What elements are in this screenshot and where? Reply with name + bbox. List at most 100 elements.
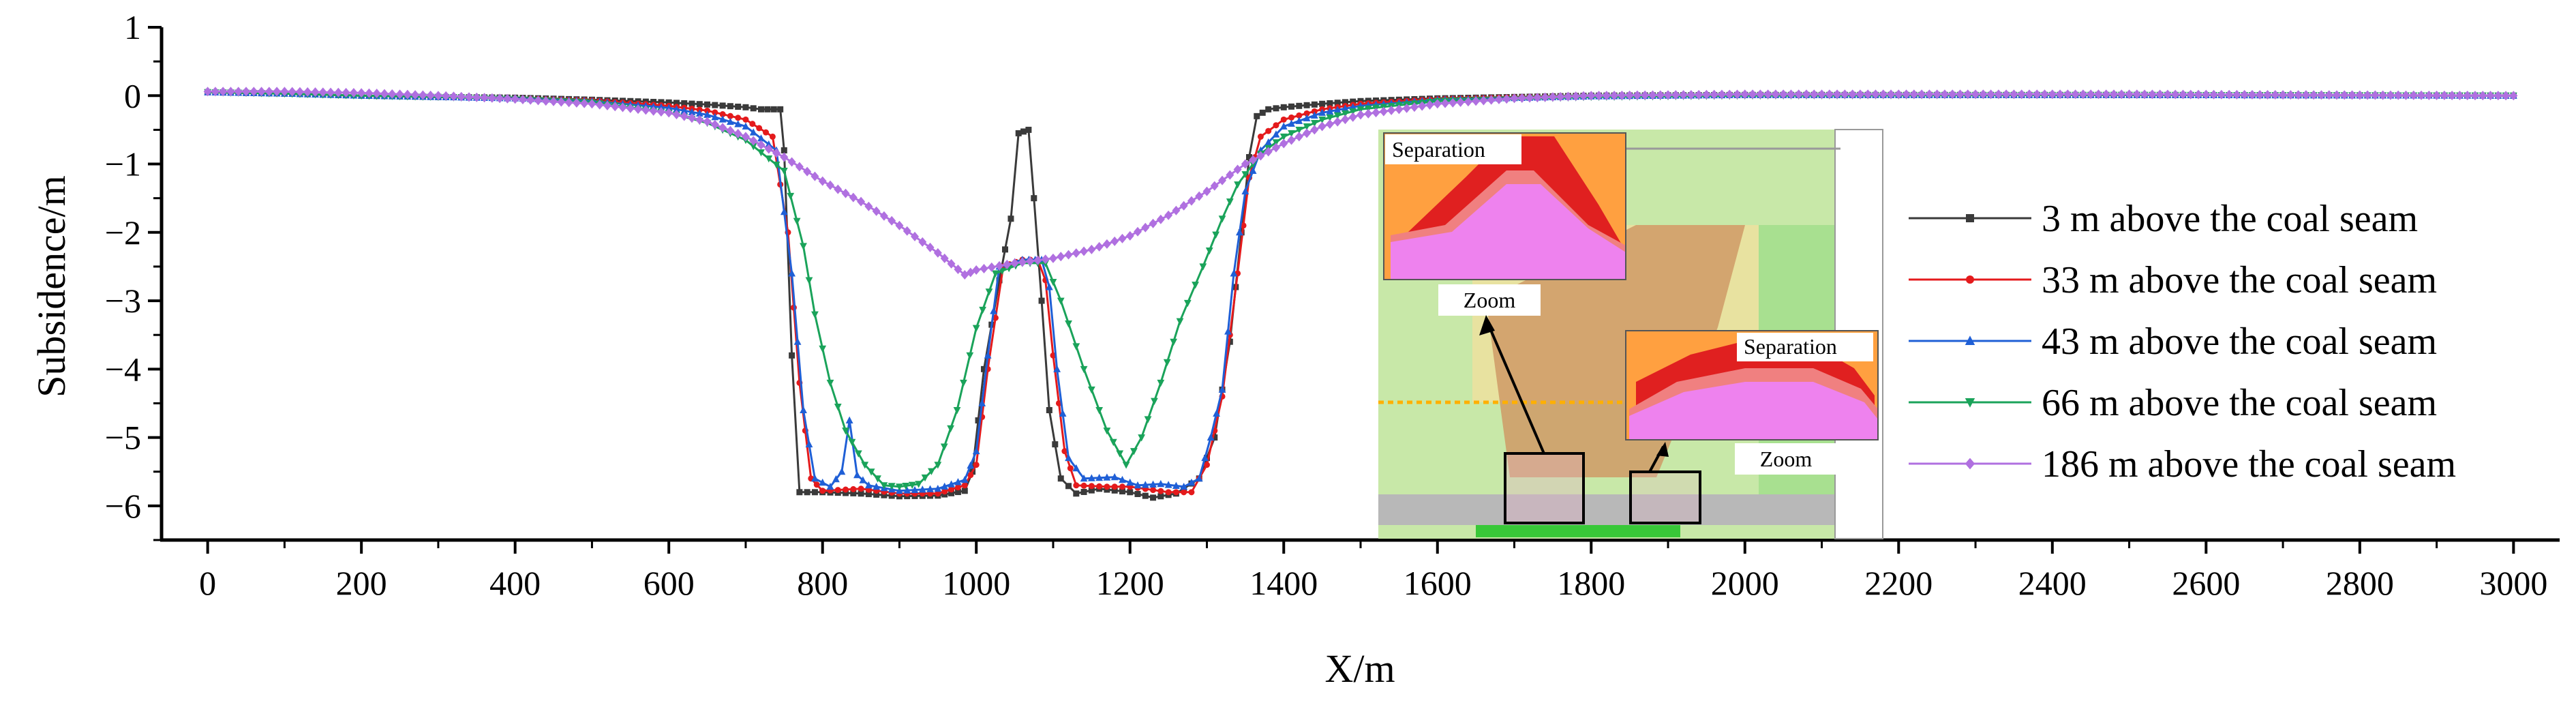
data-point bbox=[1994, 89, 2003, 100]
data-point bbox=[2263, 89, 2272, 100]
data-point bbox=[1271, 143, 1280, 153]
y-tick-label: 1 bbox=[124, 8, 141, 46]
data-point bbox=[1015, 130, 1022, 136]
data-point bbox=[998, 267, 1006, 275]
data-point bbox=[2217, 89, 2226, 100]
data-point bbox=[1045, 283, 1053, 290]
data-point bbox=[818, 176, 827, 186]
data-point bbox=[1933, 89, 1941, 100]
data-point bbox=[1303, 114, 1311, 121]
data-point bbox=[750, 105, 757, 112]
data-point bbox=[1971, 89, 1980, 100]
legend-item: 43 m above the coal seam bbox=[1909, 320, 2437, 363]
y-ticks: 1 0 −1 −2 −3 −4 −5 −6 bbox=[105, 8, 162, 541]
data-point bbox=[780, 168, 788, 175]
data-point bbox=[2333, 90, 2342, 100]
data-point bbox=[2125, 89, 2134, 100]
data-point bbox=[2155, 89, 2164, 100]
data-point bbox=[2324, 90, 2333, 100]
data-point bbox=[680, 106, 688, 114]
data-point bbox=[733, 129, 742, 139]
data-point bbox=[2186, 89, 2195, 100]
data-point bbox=[1257, 133, 1264, 140]
data-point bbox=[978, 399, 986, 406]
data-point bbox=[1230, 269, 1238, 277]
data-point bbox=[850, 490, 857, 496]
data-point bbox=[1342, 104, 1349, 112]
zoom-label-2-box bbox=[1735, 443, 1837, 475]
data-point bbox=[843, 486, 849, 493]
data-point bbox=[665, 104, 673, 111]
data-point bbox=[1207, 433, 1215, 441]
data-point bbox=[954, 478, 962, 485]
data-point bbox=[1073, 482, 1080, 489]
data-point bbox=[1425, 100, 1434, 110]
data-point bbox=[1395, 104, 1404, 115]
x-tick-label: 1400 bbox=[1249, 564, 1318, 602]
data-point bbox=[1205, 248, 1213, 255]
data-point bbox=[813, 481, 820, 488]
data-point bbox=[1641, 90, 1650, 100]
data-point bbox=[1233, 164, 1242, 175]
data-point bbox=[1118, 233, 1127, 243]
data-point bbox=[634, 104, 643, 115]
data-point bbox=[1311, 108, 1318, 115]
x-axis-title: X/m bbox=[1324, 646, 1395, 691]
data-point bbox=[1510, 93, 1519, 104]
data-point bbox=[819, 488, 826, 494]
data-point bbox=[873, 491, 880, 498]
data-point bbox=[1163, 359, 1171, 367]
data-point bbox=[1033, 255, 1042, 265]
data-point bbox=[2202, 89, 2211, 100]
inset-coal-band bbox=[1476, 525, 1680, 537]
data-point bbox=[1087, 386, 1095, 394]
data-point bbox=[1303, 110, 1310, 117]
data-point bbox=[1157, 479, 1165, 488]
zoom-arrow-2-head bbox=[1656, 442, 1669, 457]
data-point bbox=[1065, 483, 1072, 490]
legend-item: 3 m above the coal seam bbox=[1909, 198, 2418, 240]
data-point bbox=[1848, 89, 1857, 100]
data-point bbox=[1610, 90, 1619, 100]
data-point bbox=[793, 338, 802, 345]
data-point bbox=[2409, 90, 2418, 100]
data-point bbox=[1840, 89, 1849, 100]
data-point bbox=[758, 106, 764, 113]
data-point bbox=[1333, 106, 1342, 113]
data-point bbox=[1702, 89, 1711, 100]
data-point bbox=[757, 134, 765, 142]
data-point bbox=[1157, 493, 1164, 500]
data-point bbox=[1264, 138, 1273, 146]
data-point bbox=[1656, 90, 1665, 100]
data-point bbox=[1502, 94, 1511, 104]
data-point bbox=[1195, 191, 1204, 201]
data-point bbox=[749, 143, 757, 151]
data-point bbox=[788, 269, 796, 277]
data-point bbox=[769, 133, 776, 140]
legend-item: 186 m above the coal seam bbox=[1909, 443, 2456, 485]
data-point bbox=[1548, 92, 1557, 102]
data-point bbox=[948, 480, 955, 488]
x-tick-label: 2600 bbox=[2172, 564, 2240, 602]
data-point bbox=[1072, 464, 1080, 472]
data-point bbox=[211, 87, 219, 97]
data-point bbox=[834, 487, 841, 494]
data-point bbox=[1249, 166, 1257, 175]
data-point bbox=[832, 475, 840, 483]
data-point bbox=[1157, 488, 1164, 494]
data-point bbox=[826, 482, 834, 490]
data-point bbox=[873, 482, 881, 490]
data-point bbox=[1241, 187, 1249, 195]
x-tick-label: 800 bbox=[797, 564, 848, 602]
data-point bbox=[1052, 441, 1059, 448]
data-point bbox=[896, 483, 903, 491]
data-point bbox=[1587, 91, 1596, 101]
data-point bbox=[1151, 398, 1158, 405]
data-point bbox=[603, 100, 611, 110]
data-point bbox=[772, 162, 781, 169]
data-point bbox=[2040, 89, 2049, 100]
data-point bbox=[365, 88, 374, 98]
data-point bbox=[696, 101, 703, 108]
data-point bbox=[1763, 89, 1772, 100]
data-point bbox=[712, 109, 718, 116]
